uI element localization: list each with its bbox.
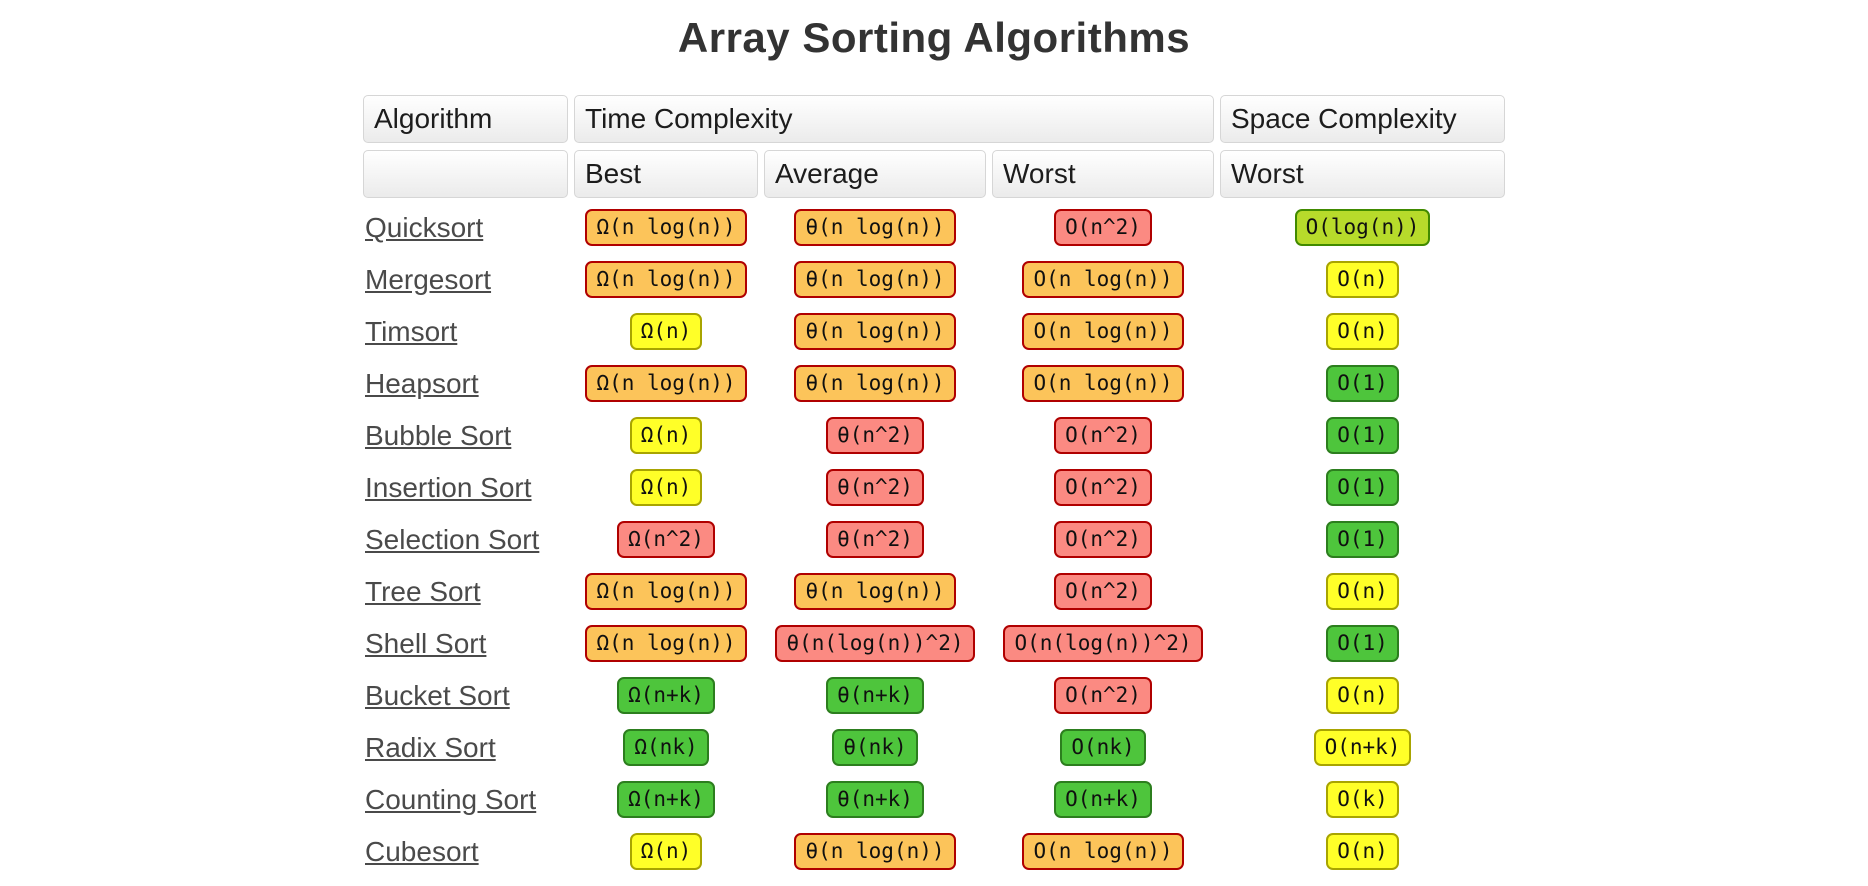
table-row: Radix Sort Ω(nk) θ(nk) O(nk) O(n+k) xyxy=(363,725,1505,770)
complexity-badge: Ω(n+k) xyxy=(617,781,715,818)
complexity-badge: θ(n log(n)) xyxy=(794,313,956,350)
complexity-badge: O(n^2) xyxy=(1054,209,1152,246)
complexity-badge: Ω(nk) xyxy=(623,729,709,766)
header-best: Best xyxy=(574,150,758,198)
complexity-badge: θ(n log(n)) xyxy=(794,365,956,402)
complexity-badge: θ(n^2) xyxy=(826,417,924,454)
algorithm-link-bubble-sort[interactable]: Bubble Sort xyxy=(365,419,512,451)
sorting-table: Algorithm Time Complexity Space Complexi… xyxy=(357,88,1511,881)
complexity-badge: θ(n^2) xyxy=(826,469,924,506)
algorithm-link-counting-sort[interactable]: Counting Sort xyxy=(365,783,537,815)
complexity-badge: O(1) xyxy=(1326,417,1399,454)
table-row: Tree Sort Ω(n log(n)) θ(n log(n)) O(n^2)… xyxy=(363,569,1505,614)
table-row: Cubesort Ω(n) θ(n log(n)) O(n log(n)) O(… xyxy=(363,829,1505,874)
complexity-badge: O(n) xyxy=(1326,677,1399,714)
complexity-badge: O(1) xyxy=(1326,625,1399,662)
complexity-badge: O(1) xyxy=(1326,521,1399,558)
complexity-badge: O(nk) xyxy=(1060,729,1146,766)
complexity-badge: θ(n log(n)) xyxy=(794,573,956,610)
header-space-complexity: Space Complexity xyxy=(1220,95,1505,143)
complexity-badge: O(n^2) xyxy=(1054,417,1152,454)
table-row: Quicksort Ω(n log(n)) θ(n log(n)) O(n^2)… xyxy=(363,205,1505,250)
table-row: Selection Sort Ω(n^2) θ(n^2) O(n^2) O(1) xyxy=(363,517,1505,562)
complexity-badge: θ(nk) xyxy=(832,729,918,766)
algorithm-link-heapsort[interactable]: Heapsort xyxy=(365,367,479,399)
header-space-worst: Worst xyxy=(1220,150,1505,198)
table-row: Bubble Sort Ω(n) θ(n^2) O(n^2) O(1) xyxy=(363,413,1505,458)
table-row: Heapsort Ω(n log(n)) θ(n log(n)) O(n log… xyxy=(363,361,1505,406)
complexity-badge: O(n log(n)) xyxy=(1022,261,1184,298)
algorithm-link-tree-sort[interactable]: Tree Sort xyxy=(365,575,481,607)
table-row: Shell Sort Ω(n log(n)) θ(n(log(n))^2) O(… xyxy=(363,621,1505,666)
algorithm-link-cubesort[interactable]: Cubesort xyxy=(365,835,479,867)
complexity-badge: Ω(n) xyxy=(629,417,703,454)
algorithm-link-timsort[interactable]: Timsort xyxy=(365,315,458,347)
table-row: Mergesort Ω(n log(n)) θ(n log(n)) O(n lo… xyxy=(363,257,1505,302)
complexity-badge: Ω(n+k) xyxy=(617,677,715,714)
complexity-badge: θ(n log(n)) xyxy=(794,209,956,246)
complexity-badge: O(n^2) xyxy=(1054,677,1152,714)
complexity-badge: θ(n log(n)) xyxy=(794,261,956,298)
complexity-badge: θ(n+k) xyxy=(826,781,924,818)
table-row: Counting Sort Ω(n+k) θ(n+k) O(n+k) O(k) xyxy=(363,777,1505,822)
complexity-badge: Ω(n) xyxy=(629,469,703,506)
header-blank xyxy=(363,150,568,198)
algorithm-link-radix-sort[interactable]: Radix Sort xyxy=(365,731,496,763)
complexity-badge: O(n log(n)) xyxy=(1022,365,1184,402)
complexity-badge: O(n) xyxy=(1326,833,1399,870)
complexity-badge: Ω(n log(n)) xyxy=(585,573,747,610)
complexity-badge: O(n log(n)) xyxy=(1022,833,1184,870)
algorithm-link-bucket-sort[interactable]: Bucket Sort xyxy=(365,679,510,711)
complexity-badge: O(n log(n)) xyxy=(1022,313,1184,350)
complexity-badge: O(n) xyxy=(1326,261,1399,298)
page-title: Array Sorting Algorithms xyxy=(677,14,1191,61)
complexity-badge: Ω(n) xyxy=(629,833,703,870)
complexity-badge: Ω(n^2) xyxy=(617,521,715,558)
header-time-complexity: Time Complexity xyxy=(574,95,1214,143)
algorithm-link-mergesort[interactable]: Mergesort xyxy=(365,263,492,295)
table-row: Insertion Sort Ω(n) θ(n^2) O(n^2) O(1) xyxy=(363,465,1505,510)
complexity-badge: O(n+k) xyxy=(1054,781,1152,818)
complexity-badge: O(1) xyxy=(1326,365,1399,402)
algorithm-link-shell-sort[interactable]: Shell Sort xyxy=(365,627,487,659)
header-algorithm: Algorithm xyxy=(363,95,568,143)
complexity-badge: O(n(log(n))^2) xyxy=(1003,625,1203,662)
complexity-badge: O(k) xyxy=(1326,781,1399,818)
complexity-badge: θ(n log(n)) xyxy=(794,833,956,870)
complexity-badge: O(n) xyxy=(1326,313,1399,350)
algorithm-link-selection-sort[interactable]: Selection Sort xyxy=(365,523,540,555)
complexity-badge: Ω(n log(n)) xyxy=(585,209,747,246)
complexity-badge: O(n) xyxy=(1326,573,1399,610)
algorithm-link-insertion-sort[interactable]: Insertion Sort xyxy=(365,471,532,503)
table-row: Bucket Sort Ω(n+k) θ(n+k) O(n^2) O(n) xyxy=(363,673,1505,718)
table-row: Timsort Ω(n) θ(n log(n)) O(n log(n)) O(n… xyxy=(363,309,1505,354)
complexity-badge: O(n^2) xyxy=(1054,521,1152,558)
complexity-badge: O(1) xyxy=(1326,469,1399,506)
complexity-badge: Ω(n) xyxy=(629,313,703,350)
complexity-badge: θ(n+k) xyxy=(826,677,924,714)
algorithm-link-quicksort[interactable]: Quicksort xyxy=(365,211,484,243)
header-row-cases: Best Average Worst Worst xyxy=(363,150,1505,198)
complexity-badge: O(n^2) xyxy=(1054,573,1152,610)
complexity-badge: Ω(n log(n)) xyxy=(585,625,747,662)
complexity-badge: θ(n^2) xyxy=(826,521,924,558)
complexity-badge: Ω(n log(n)) xyxy=(585,261,747,298)
header-worst: Worst xyxy=(992,150,1214,198)
header-row-groups: Algorithm Time Complexity Space Complexi… xyxy=(363,95,1505,143)
complexity-badge: θ(n(log(n))^2) xyxy=(775,625,975,662)
header-average: Average xyxy=(764,150,986,198)
complexity-badge: O(n+k) xyxy=(1313,729,1412,766)
complexity-badge: O(log(n)) xyxy=(1294,209,1431,246)
complexity-badge: Ω(n log(n)) xyxy=(585,365,747,402)
complexity-badge: O(n^2) xyxy=(1054,469,1152,506)
